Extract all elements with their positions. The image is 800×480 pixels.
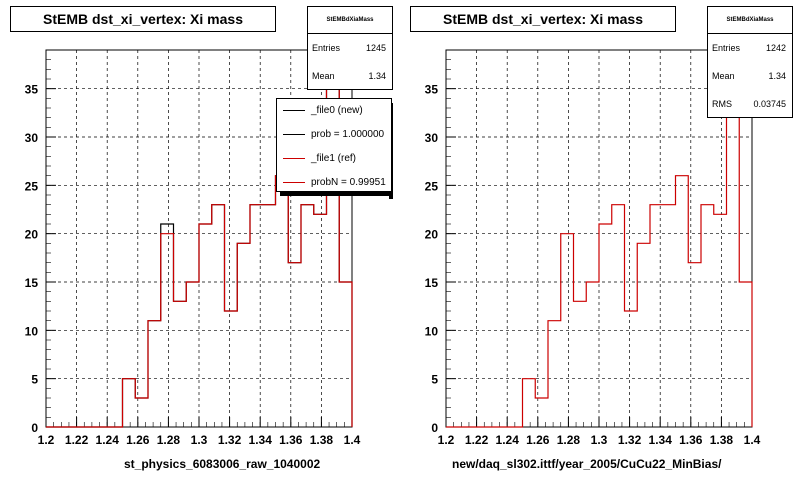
right-x-axis-title: new/daq_sl302.ittf/year_2005/CuCu22_MinB… — [452, 457, 722, 471]
stats-value: 1.34 — [768, 71, 786, 81]
stats-value: 1.34 — [368, 71, 386, 81]
x-tick-label: 1.34 — [649, 433, 673, 447]
legend-label: _file1 (ref) — [311, 153, 357, 164]
legend-label: _file0 (new) — [311, 105, 363, 116]
y-tick-label: 35 — [425, 83, 439, 97]
right-chart-title: StEMB dst_xi_vertex: Xi mass — [410, 6, 676, 32]
x-tick-label: 1.4 — [744, 433, 761, 447]
y-tick-label: 25 — [425, 179, 439, 193]
legend-item: prob = 1.000000 — [277, 123, 391, 147]
stats-key: Mean — [312, 71, 335, 81]
left-stats-entries: Entries 1245 — [308, 34, 392, 62]
x-tick-label: 1.3 — [191, 433, 208, 447]
left-stats-mean: Mean 1.34 — [308, 62, 392, 90]
stats-value: 1242 — [765, 43, 786, 53]
y-tick-label: 0 — [431, 421, 438, 435]
legend-line-black — [283, 134, 305, 135]
left-legend: _file0 (new) prob = 1.000000 _file1 (ref… — [276, 98, 392, 192]
x-tick-label: 1.24 — [496, 433, 520, 447]
y-tick-label: 5 — [431, 373, 438, 387]
y-tick-label: 10 — [425, 324, 439, 338]
y-tick-label: 30 — [25, 131, 39, 145]
x-tick-label: 1.36 — [679, 433, 703, 447]
x-tick-label: 1.22 — [465, 433, 489, 447]
y-tick-label: 20 — [425, 228, 439, 242]
histogram-series-ref — [446, 68, 753, 428]
y-tick-label: 30 — [425, 131, 439, 145]
left-stats-title: StEMBdXiaMass — [308, 7, 392, 34]
right-panel: 1.2 1.22 1.24 1.26 1.28 1.3 1.32 1.34 1.36 1.38 1.… — [400, 0, 800, 480]
histogram-series-_file1 (ref) — [46, 68, 353, 428]
legend-line-red — [283, 158, 305, 159]
x-tick-label: 1.4 — [344, 433, 361, 447]
legend-label: probN = 0.99951 — [311, 177, 386, 188]
right-stats-title: StEMBdXiaMass — [708, 7, 792, 34]
right-histogram: 1.2 1.22 1.24 1.26 1.28 1.3 1.32 1.34 1.36 1.38 1.… — [425, 49, 761, 447]
x-tick-label: 1.28 — [557, 433, 581, 447]
x-tick-label: 1.36 — [279, 433, 303, 447]
left-x-axis-title: st_physics_6083006_raw_1040002 — [124, 457, 321, 471]
legend-line-black — [283, 110, 305, 111]
x-tick-label: 1.2 — [438, 433, 455, 447]
x-tick-label: 1.34 — [249, 433, 273, 447]
legend-item: _file1 (ref) — [277, 147, 391, 171]
x-tick-label: 1.28 — [157, 433, 181, 447]
y-tick-label: 25 — [25, 179, 39, 193]
x-tick-label: 1.22 — [65, 433, 89, 447]
stats-key: Entries — [712, 43, 741, 53]
legend-item: probN = 0.99951 — [277, 171, 391, 191]
y-tick-label: 15 — [425, 276, 439, 290]
right-stats-rms: RMS 0.03745 — [708, 90, 792, 118]
left-chart-title: StEMB dst_xi_vertex: Xi mass — [10, 6, 276, 32]
x-tick-label: 1.32 — [618, 433, 642, 447]
y-tick-label: 5 — [31, 373, 38, 387]
legend-label: prob = 1.000000 — [311, 129, 385, 140]
stats-key: RMS — [712, 99, 732, 109]
x-tick-label: 1.3 — [591, 433, 608, 447]
x-tick-label: 1.38 — [310, 433, 334, 447]
y-tick-label: 20 — [25, 228, 39, 242]
y-tick-label: 35 — [25, 83, 39, 97]
stats-value: 1245 — [365, 43, 386, 53]
legend-shadow-bottom — [280, 192, 393, 196]
right-stats-mean: Mean 1.34 — [708, 62, 792, 90]
left-stats-box: StEMBdXiaMass Entries 1245 Mean 1.34 — [307, 6, 393, 90]
right-stats-entries: Entries 1242 — [708, 34, 792, 62]
x-tick-label: 1.2 — [38, 433, 55, 447]
legend-line-red — [283, 182, 305, 183]
x-tick-label: 1.38 — [710, 433, 734, 447]
y-tick-label: 10 — [25, 324, 39, 338]
x-tick-label: 1.26 — [126, 433, 150, 447]
x-tick-label: 1.24 — [96, 433, 120, 447]
stats-key: Mean — [712, 71, 735, 81]
legend-item: _file0 (new) — [277, 99, 391, 123]
x-tick-label: 1.26 — [526, 433, 550, 447]
stats-value: 0.03745 — [753, 99, 786, 109]
right-stats-box: StEMBdXiaMass Entries 1242 Mean 1.34 RMS… — [707, 6, 793, 118]
y-tick-label: 0 — [31, 421, 38, 435]
y-tick-label: 15 — [25, 276, 39, 290]
x-tick-label: 1.32 — [218, 433, 242, 447]
stats-key: Entries — [312, 43, 341, 53]
left-panel: 1.2 1.22 1.24 1.26 1.28 1.3 1.32 1.34 1.36 1.38 1.… — [10, 6, 393, 471]
